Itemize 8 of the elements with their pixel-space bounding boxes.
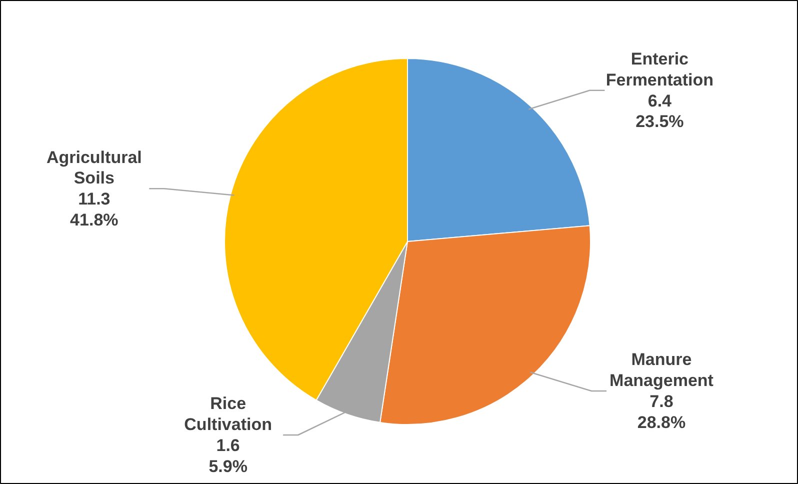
slice-label: Manure Management [610,350,714,390]
data-label: 7.8 28.8% [637,392,686,432]
data-label: 11.3 41.8% [70,190,118,230]
slice-label: Rice Cultivation [184,394,272,434]
slice-label: Enteric Fermentation [606,50,714,90]
slice-label: Agricultural Soils [46,148,142,188]
data-label: 1.6 5.9% [208,436,248,476]
data-label: 6.4 23.5% [636,91,684,132]
